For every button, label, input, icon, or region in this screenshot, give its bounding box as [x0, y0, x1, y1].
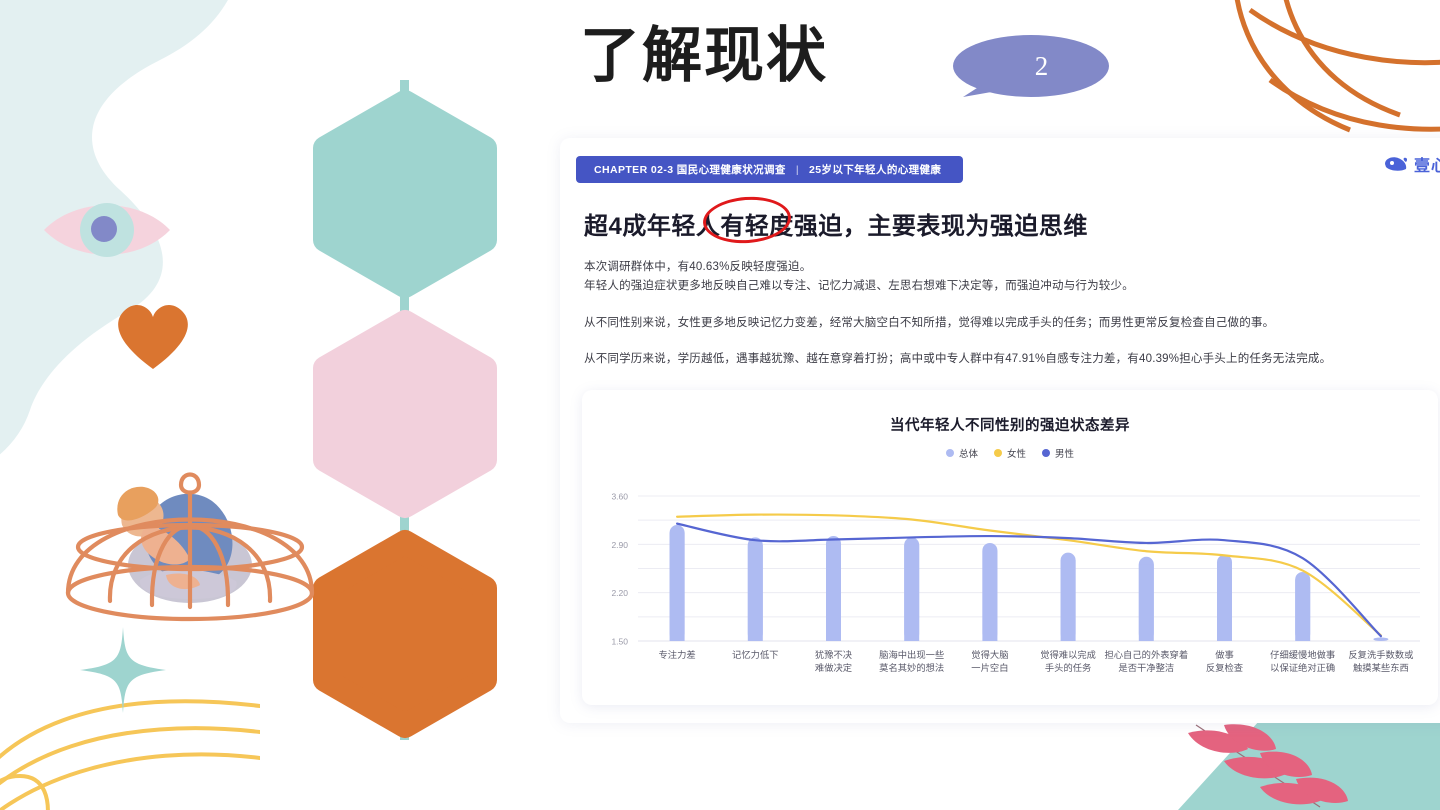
x-axis-tick-label: 专注力差	[658, 649, 695, 660]
x-axis-tick-label: 犹豫不决	[815, 649, 852, 660]
chart-title: 当代年轻人不同性别的强迫状态差异	[890, 418, 1130, 434]
x-axis-tick-label: 担心自己的外表穿着	[1104, 649, 1188, 660]
y-axis-tick-label: 2.90	[611, 540, 628, 550]
chart-legend: 总体 女性 男性	[582, 446, 1438, 460]
x-axis-tick-label: 反复检查	[1206, 662, 1243, 673]
legend-item-2[interactable]: 男性	[1042, 446, 1074, 460]
x-axis-tick-label: 手头的任务	[1045, 662, 1092, 673]
legend-item-0[interactable]: 总体	[945, 446, 978, 460]
brand-name: 壹心理	[1413, 158, 1440, 175]
chart-panel: 当代年轻人不同性别的强迫状态差异 总体 女性 男性 3.60 2.90 2.20 1.50…	[582, 390, 1438, 705]
legend-label: 男性	[1055, 449, 1075, 460]
chart-bar-body	[1295, 579, 1311, 641]
x-axis-tick-label: 脑海中出现一些	[879, 649, 944, 660]
brand-logo: 壹心理	[1384, 152, 1440, 176]
paragraph-3: 从不同学历来说，学历越低，遇事越犹豫、越在意穿着打扮；高中或中专人群中有47.9…	[584, 353, 1332, 365]
person-in-cage-illustration	[65, 472, 315, 622]
y-axis-tick-label: 2.20	[611, 588, 628, 598]
x-axis-tick-label: 是否干净整洁	[1118, 662, 1174, 673]
headline: 超4成年轻人有轻度强迫，主要表现为强迫思维	[584, 213, 1088, 240]
x-axis-tick-label: 反复洗手数数或	[1348, 649, 1413, 660]
chart-plot-area: 3.60 2.90 2.20 1.50 专注力差 记忆力低下 犹豫不决难做决定 脑海中出现一些…	[582, 488, 1438, 703]
legend-dot-icon	[993, 449, 1002, 457]
chapter-subtitle: 25岁以下年轻人的心理健康	[808, 164, 942, 176]
x-axis-tick-label: 觉得大脑	[971, 649, 1008, 660]
x-axis-tick-label: 难做决定	[815, 662, 852, 673]
chart-bar-body	[669, 532, 685, 641]
whale-icon	[1384, 157, 1408, 171]
x-axis-tick-label: 触摸某些东西	[1353, 662, 1409, 673]
chart-line-男性[interactable]	[676, 522, 1382, 638]
chart-bar-body	[747, 544, 763, 641]
legend-item-1[interactable]: 女性	[993, 446, 1026, 460]
x-axis-tick-label: 莫名其妙的想法	[879, 662, 944, 673]
legend-dot-icon	[1042, 449, 1050, 457]
chapter-separator: |	[795, 163, 799, 176]
x-axis-tick-label: 一片空白	[971, 662, 1008, 673]
legend-label: 总体	[958, 449, 978, 460]
wave-lines	[0, 699, 260, 810]
slide-title: 了解现状	[580, 23, 828, 89]
chapter-label: CHAPTER 02-3 国民心理健康状况调查	[594, 164, 786, 176]
paragraph-1: 本次调研群体中，有40.63%反映轻度强迫。 年轻人的强迫症状更多地反映自己难以…	[584, 261, 1134, 292]
report-card: CHAPTER 02-3 国民心理健康状况调查 | 25岁以下年轻人的心理健康 …	[560, 138, 1440, 723]
chart-bar-body	[1138, 564, 1154, 641]
sparkle-icon	[80, 627, 166, 713]
chart-bar-body	[1217, 562, 1232, 641]
x-axis-tick-label: 觉得难以完成	[1040, 649, 1096, 660]
paragraph-2: 从不同性别来说，女性更多地反映记忆力变差，经常大脑空白不知所措，觉得难以完成手头…	[584, 317, 1275, 329]
x-axis-tick-label: 记忆力低下	[732, 649, 779, 660]
chart-line-女性[interactable]	[676, 513, 1382, 637]
section-number-badge: 2	[945, 35, 1110, 105]
legend-label: 女性	[1006, 449, 1026, 460]
section-number: 2	[1034, 50, 1049, 81]
chart-bar-body	[1060, 560, 1076, 641]
chart-bar[interactable]	[1373, 637, 1389, 641]
y-axis-tick-label: 1.50	[611, 637, 628, 647]
leaf-branch-corner	[1178, 720, 1440, 810]
heart-icon	[118, 304, 188, 369]
x-axis-tick-label: 做事	[1215, 649, 1234, 660]
x-axis-tick-label: 仔细缓慢地做事	[1270, 649, 1335, 660]
x-axis-tick-label: 以保证绝对正确	[1270, 662, 1335, 673]
legend-dot-icon	[945, 449, 954, 457]
chapter-badge: CHAPTER 02-3 国民心理健康状况调查 | 25岁以下年轻人的心理健康	[576, 156, 964, 183]
chart-bar-body	[826, 543, 841, 641]
y-axis-tick-label: 3.60	[611, 492, 628, 502]
hexagon-stack	[313, 80, 497, 740]
chart-bar-body	[904, 544, 920, 641]
eye-icon	[44, 203, 170, 257]
chart-bar-body	[982, 550, 998, 641]
teal-blob-shape	[0, 0, 228, 455]
